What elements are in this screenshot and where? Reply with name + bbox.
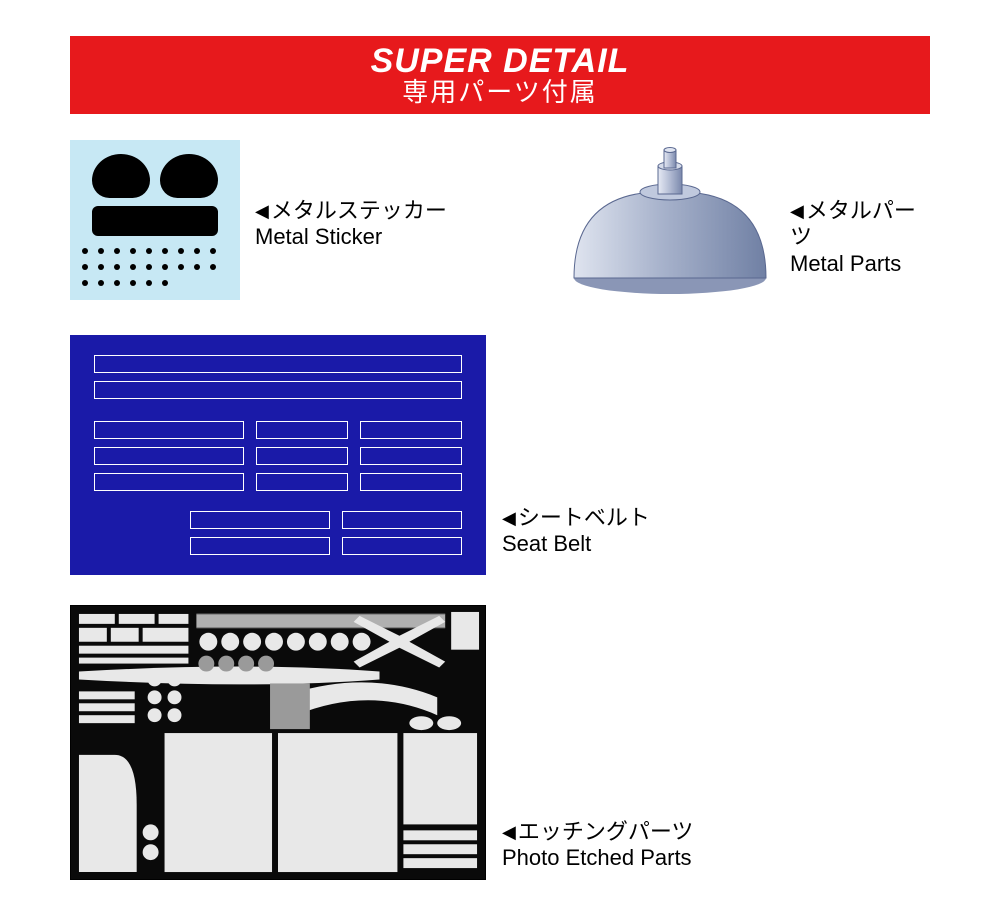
metal-parts-label: メタルパーツ Metal Parts xyxy=(790,198,930,277)
label-jp: メタルパーツ xyxy=(790,198,930,251)
sticker-bar xyxy=(92,206,218,236)
header-band: SUPER DETAIL 専用パーツ付属 xyxy=(70,36,930,114)
seatbelt-strip xyxy=(94,421,244,439)
seatbelt-strip xyxy=(256,473,348,491)
seatbelt-strip xyxy=(256,447,348,465)
seat-belt-graphic xyxy=(70,335,486,575)
sticker-dots xyxy=(82,248,228,286)
label-jp: エッチングパーツ xyxy=(502,819,693,845)
label-en: Metal Sticker xyxy=(255,224,447,250)
photo-etched-label: エッチングパーツ Photo Etched Parts xyxy=(502,819,693,872)
sticker-lens-right xyxy=(160,154,218,198)
seatbelt-strip xyxy=(360,447,462,465)
photo-etched-graphic xyxy=(70,605,486,880)
seatbelt-strip xyxy=(256,421,348,439)
seatbelt-strip xyxy=(190,511,330,529)
header-subtitle: 専用パーツ付属 xyxy=(402,79,597,106)
seatbelt-strip xyxy=(360,473,462,491)
seatbelt-strip xyxy=(94,355,462,373)
row-1: メタルステッカー Metal Sticker xyxy=(70,140,930,310)
seat-belt-label: シートベルト Seat Belt xyxy=(502,505,650,558)
seatbelt-strip xyxy=(94,473,244,491)
seatbelt-strip xyxy=(190,537,330,555)
seatbelt-strip xyxy=(360,421,462,439)
seatbelt-strip xyxy=(342,511,462,529)
metal-sticker-graphic xyxy=(70,140,240,300)
label-jp: シートベルト xyxy=(502,505,650,531)
header-title: SUPER DETAIL xyxy=(371,44,630,80)
sticker-lens-left xyxy=(92,154,150,198)
seatbelt-strip xyxy=(94,381,462,399)
label-en: Photo Etched Parts xyxy=(502,845,693,871)
seatbelt-strip xyxy=(94,447,244,465)
metal-parts-graphic xyxy=(560,146,780,296)
label-jp: メタルステッカー xyxy=(255,198,447,224)
seatbelt-strip xyxy=(342,537,462,555)
label-en: Seat Belt xyxy=(502,531,650,557)
metal-sticker-label: メタルステッカー Metal Sticker xyxy=(255,198,447,251)
label-en: Metal Parts xyxy=(790,251,930,277)
